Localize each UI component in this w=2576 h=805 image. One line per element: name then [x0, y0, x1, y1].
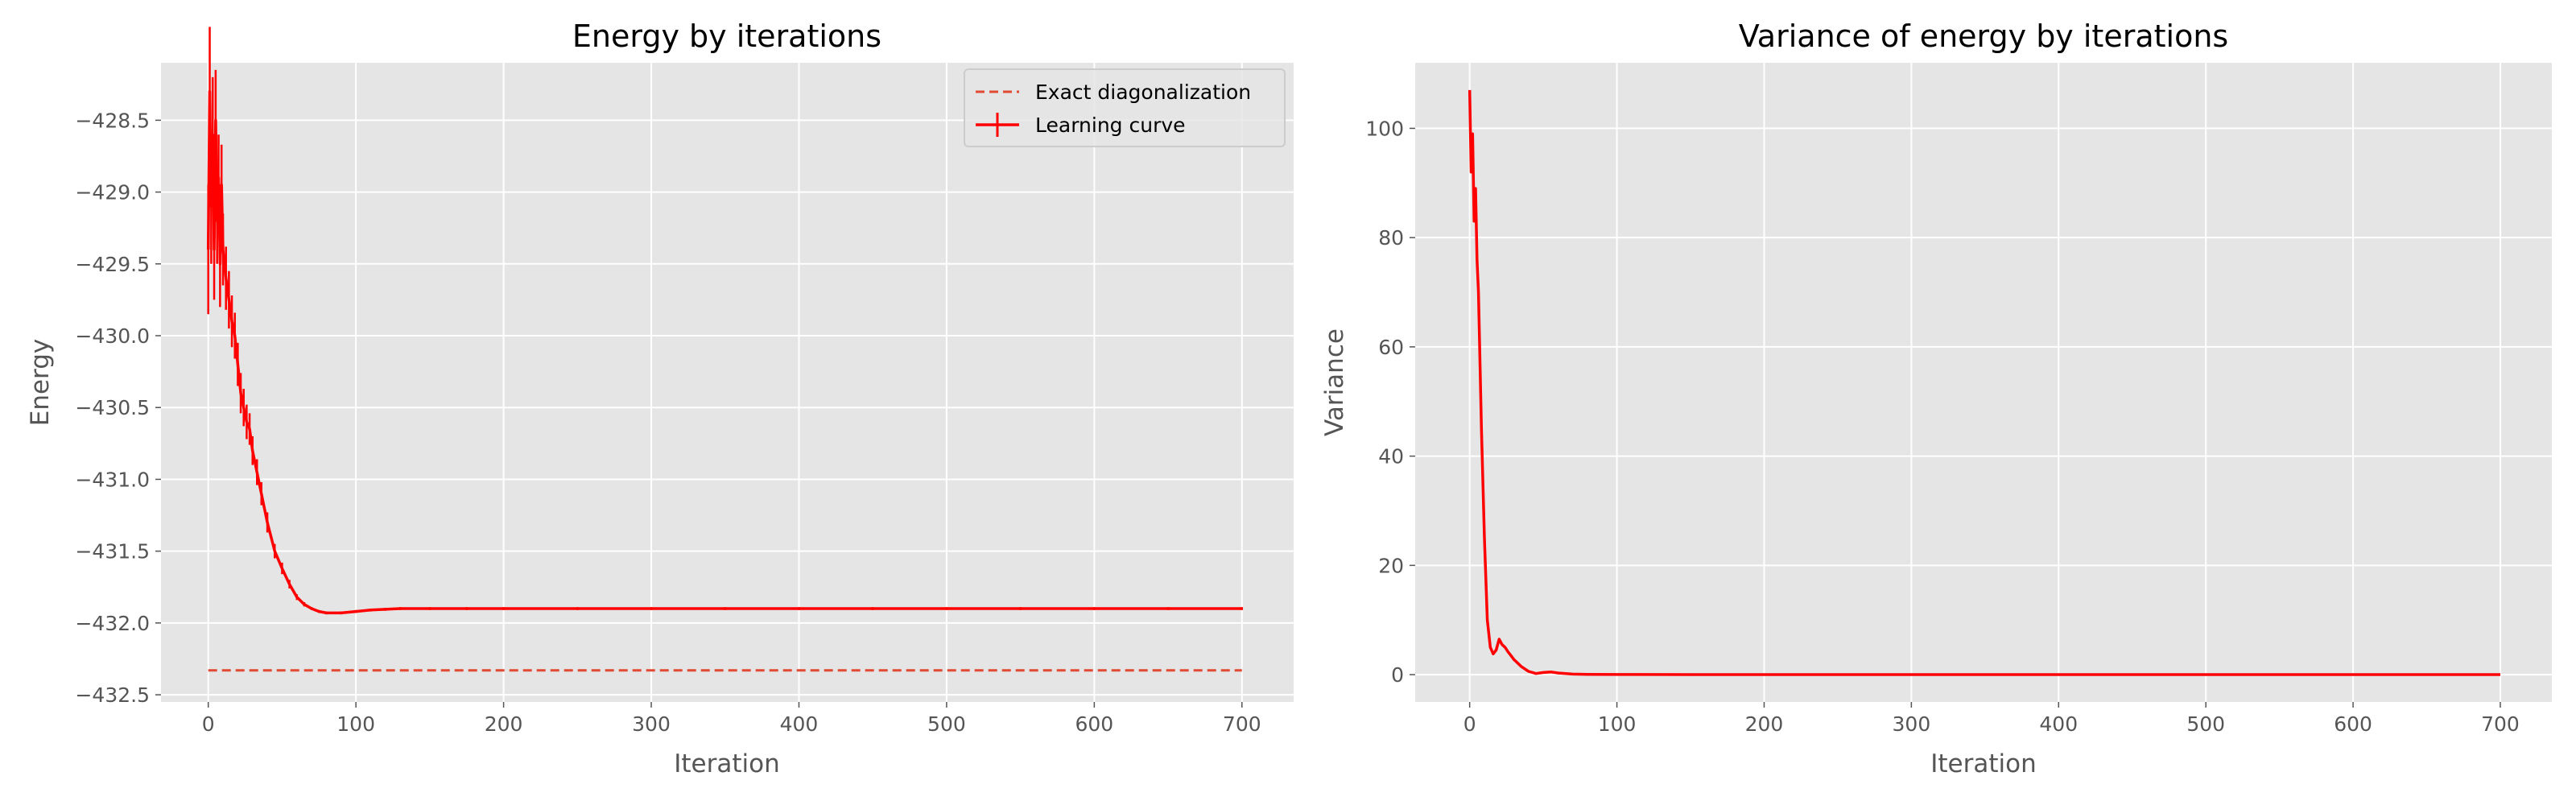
learning-curve-line	[206, 89, 1242, 615]
x-tick-label: 700	[2481, 712, 2520, 736]
energy-series	[206, 27, 1244, 672]
y-tick-label: 20	[1378, 554, 1404, 577]
y-tick-label: −429.0	[75, 181, 150, 204]
legend-learning-label: Learning curve	[1035, 114, 1186, 137]
energy-gridlines	[161, 63, 1294, 702]
x-tick-label: 500	[2186, 712, 2225, 736]
x-tick-label: 600	[2334, 712, 2372, 736]
energy-legend: Exact diagonalization Learning curve	[964, 68, 1286, 147]
variance-chart: 0 100 200 300 400 500 600 700 0 20 40 60 80 100 Vari…	[1320, 19, 2552, 778]
y-tick-label: 60	[1378, 336, 1404, 359]
variance-y-axis-label: Variance	[1320, 328, 1349, 436]
x-tick-label: 100	[1598, 712, 1637, 736]
variance-plot-area	[1415, 63, 2552, 702]
variance-x-axis-label: Iteration	[1930, 749, 2037, 778]
x-tick-label: 100	[336, 712, 375, 736]
y-tick-label: −430.5	[75, 396, 150, 419]
x-tick-label: 200	[485, 712, 523, 736]
variance-y-ticks: 0 20 40 60 80 100	[1365, 117, 1415, 687]
y-tick-label: −431.0	[75, 468, 150, 491]
energy-x-ticks: 0 100 200 300 400 500 600 700	[202, 702, 1261, 736]
y-tick-label: −428.5	[75, 109, 150, 132]
x-tick-label: 500	[927, 712, 966, 736]
x-tick-label: 400	[780, 712, 819, 736]
y-tick-label: 0	[1391, 663, 1404, 687]
y-tick-label: −432.5	[75, 683, 150, 707]
variance-x-ticks: 0 100 200 300 400 500 600 700	[1463, 702, 2520, 736]
legend-box	[964, 68, 1286, 147]
x-tick-label: 300	[1893, 712, 1931, 736]
y-tick-label: −431.5	[75, 540, 150, 564]
variance-chart-title: Variance of energy by iterations	[1739, 19, 2228, 54]
legend-exact-label: Exact diagonalization	[1035, 80, 1251, 104]
energy-y-ticks: −432.5 −432.0 −431.5 −431.0 −430.5 −430.0 −429…	[75, 109, 161, 707]
energy-y-axis-label: Energy	[26, 339, 55, 427]
x-tick-label: 200	[1745, 712, 1784, 736]
x-tick-label: 700	[1223, 712, 1261, 736]
energy-chart: 0 100 200 300 400 500 600 700 −432.5 −432.0 −431.…	[26, 19, 1294, 778]
y-tick-label: 40	[1378, 445, 1404, 469]
energy-plot-area	[161, 63, 1294, 702]
x-tick-label: 300	[632, 712, 671, 736]
x-tick-label: 400	[2039, 712, 2078, 736]
y-tick-label: 100	[1365, 117, 1404, 140]
x-tick-label: 0	[202, 712, 215, 736]
energy-x-axis-label: Iteration	[674, 749, 780, 778]
variance-line	[1468, 89, 2500, 676]
y-tick-label: 80	[1378, 226, 1404, 250]
energy-chart-title: Energy by iterations	[572, 19, 881, 54]
variance-gridlines	[1415, 63, 2552, 702]
x-tick-label: 0	[1463, 712, 1476, 736]
variance-series	[1468, 89, 2500, 676]
x-tick-label: 600	[1075, 712, 1113, 736]
y-tick-label: −430.0	[75, 324, 150, 348]
y-tick-label: −429.5	[75, 253, 150, 276]
y-tick-label: −432.0	[75, 612, 150, 635]
